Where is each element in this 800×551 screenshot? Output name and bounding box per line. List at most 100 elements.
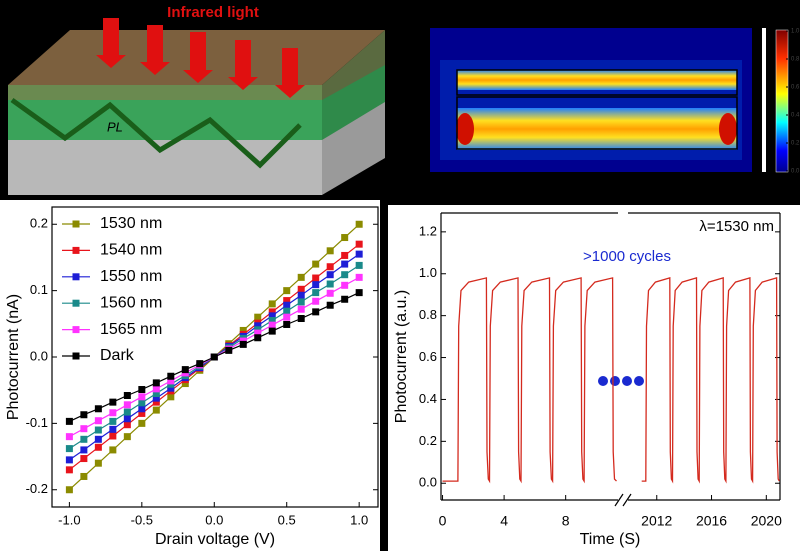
marker: [268, 321, 276, 329]
marker: [181, 380, 189, 388]
marker: [123, 391, 131, 399]
marker: [326, 301, 334, 309]
axis-break: [614, 493, 624, 507]
marker: [355, 289, 363, 297]
marker: [167, 384, 175, 392]
legend-label: 1550 nm: [100, 268, 162, 285]
y-tick-label: -0.1: [26, 415, 48, 430]
marker: [94, 435, 102, 443]
legend-marker: [72, 299, 80, 307]
marker: [341, 251, 349, 259]
marker: [138, 386, 146, 394]
y-tick-label: -0.2: [26, 481, 48, 496]
marker: [123, 408, 131, 416]
marker: [297, 315, 305, 323]
marker: [297, 298, 305, 306]
x-tick-label: 0.5: [278, 512, 296, 527]
marker: [167, 377, 175, 385]
marker: [138, 419, 146, 427]
marker: [254, 329, 262, 337]
y-tick-label: 1.2: [419, 223, 437, 238]
legend-marker: [72, 246, 80, 254]
marker: [268, 327, 276, 335]
marker: [355, 261, 363, 269]
marker: [152, 390, 160, 398]
x-tick-label: -1.0: [58, 512, 80, 527]
y-tick-label: 0.2: [30, 216, 48, 231]
marker: [268, 300, 276, 308]
x-tick-label: 2012: [641, 513, 672, 529]
y-axis-label: Photocurrent (nA): [5, 294, 22, 420]
marker: [355, 250, 363, 258]
y-tick-label: 0.0: [30, 348, 48, 363]
x-tick-label: 2016: [696, 513, 727, 529]
marker: [283, 307, 291, 315]
y-tick-label: 1.0: [419, 265, 437, 280]
legend-marker: [72, 273, 80, 281]
y-tick-label: 0.8: [419, 307, 437, 322]
marker: [312, 260, 320, 268]
pl-label: PL: [107, 119, 123, 134]
marker: [297, 305, 305, 313]
marker: [341, 295, 349, 303]
x-tick-label: -0.5: [131, 512, 153, 527]
marker: [167, 393, 175, 401]
marker: [65, 456, 73, 464]
legend-label: 1540 nm: [100, 242, 162, 259]
marker: [239, 326, 247, 334]
marker: [123, 433, 131, 441]
marker: [65, 433, 73, 441]
marker: [109, 432, 117, 440]
marker: [65, 445, 73, 453]
device-diagram: [8, 18, 385, 195]
marker: [297, 273, 305, 281]
marker: [167, 372, 175, 380]
marker: [312, 308, 320, 316]
marker: [326, 247, 334, 255]
marker: [297, 291, 305, 299]
marker: [109, 398, 117, 406]
marker: [210, 353, 218, 361]
marker: [341, 281, 349, 289]
y-tick-label: 0.6: [419, 349, 437, 364]
marker: [80, 435, 88, 443]
marker: [312, 289, 320, 297]
marker: [355, 240, 363, 248]
marker: [138, 399, 146, 407]
marker: [312, 281, 320, 289]
marker: [80, 425, 88, 433]
x-tick-label: 0: [439, 513, 447, 529]
marker: [109, 425, 117, 433]
legend-marker: [72, 326, 80, 334]
marker: [341, 271, 349, 279]
marker: [254, 313, 262, 321]
marker: [109, 409, 117, 417]
y-tick-label: 0.4: [419, 391, 437, 406]
marker: [254, 322, 262, 330]
annotation: >1000 cycles: [583, 248, 671, 265]
marker: [80, 411, 88, 419]
y-axis-label: Photocurrent (a.u.): [393, 290, 410, 423]
marker: [152, 394, 160, 402]
legend-label: 1565 nm: [100, 321, 162, 338]
marker: [94, 426, 102, 434]
axis-break: [622, 493, 632, 507]
x-tick-label: 2020: [751, 513, 782, 529]
marker: [297, 285, 305, 293]
series-line: [641, 277, 780, 484]
marker: [181, 366, 189, 374]
colorbar-tick-label: 0.8: [791, 57, 800, 63]
x-tick-label: 1.0: [350, 512, 368, 527]
x-axis-label: Time (S): [580, 531, 641, 548]
x-tick-label: 8: [562, 513, 570, 529]
marker: [138, 393, 146, 401]
marker: [225, 346, 233, 354]
marker: [123, 401, 131, 409]
colorbar-tick-label: 1.0: [791, 29, 800, 35]
legend-label: 1530 nm: [100, 215, 162, 232]
marker: [283, 287, 291, 295]
marker: [326, 263, 334, 271]
marker: [283, 313, 291, 321]
marker: [268, 308, 276, 316]
